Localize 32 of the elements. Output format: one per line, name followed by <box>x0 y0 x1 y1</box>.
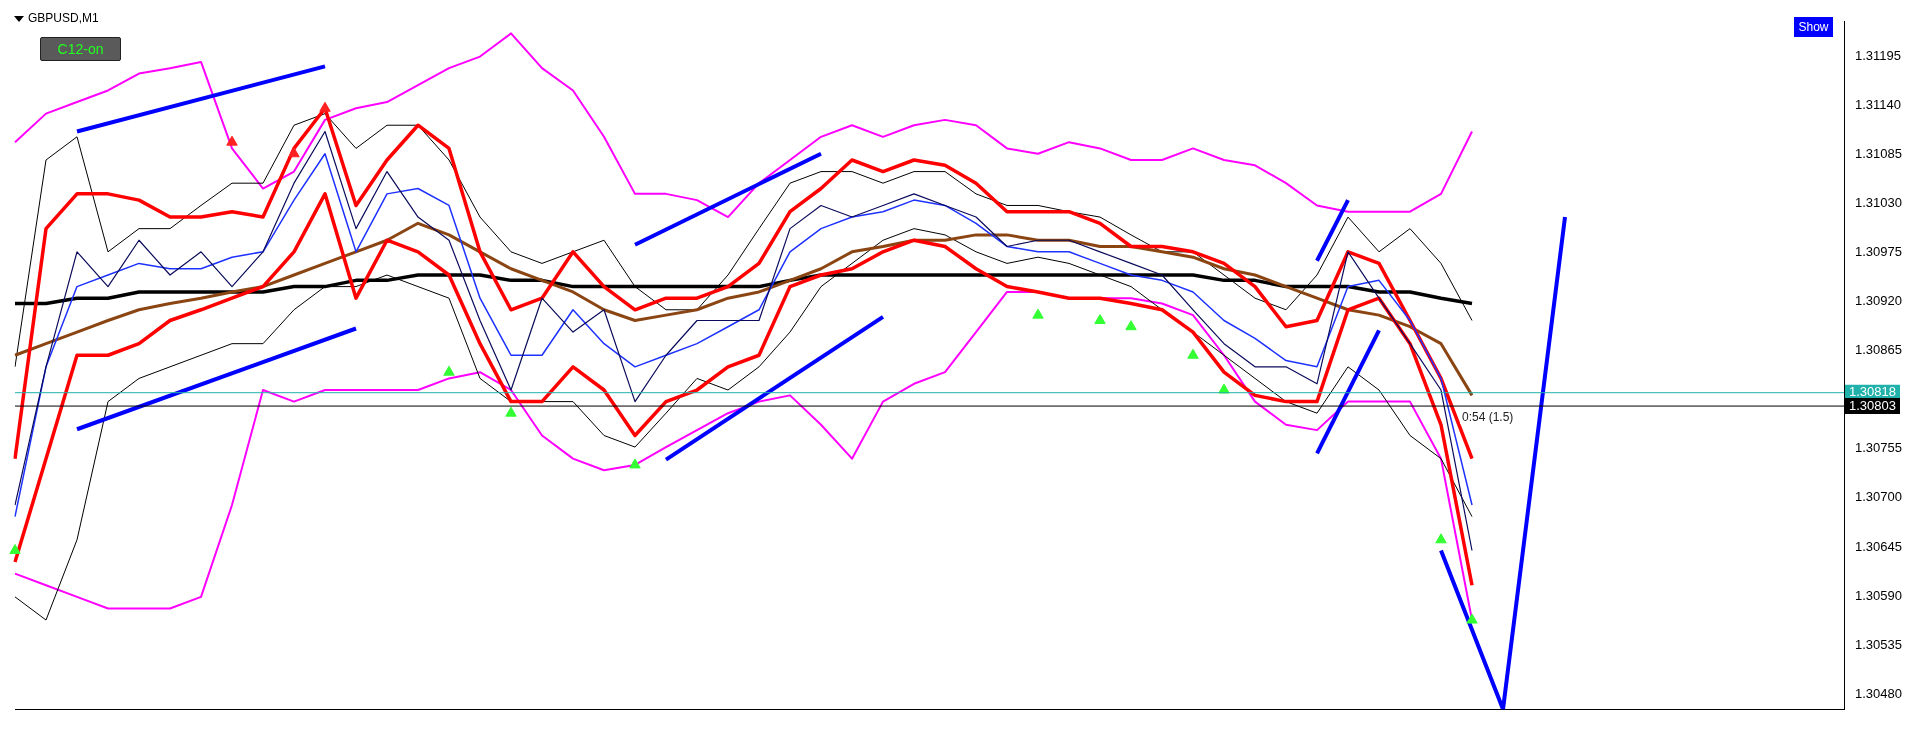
y-tick-label: 1.30535 <box>1855 636 1903 652</box>
point <box>443 365 455 376</box>
point <box>1094 313 1106 324</box>
annotation: C12-on <box>40 37 121 61</box>
ref-line-label: 1.30803 <box>1849 397 1897 413</box>
y-tick-label: 1.30920 <box>1855 293 1903 309</box>
y-tick-label: 1.31030 <box>1855 195 1903 211</box>
point <box>288 147 300 158</box>
chart-title: GBPUSD,M1 <box>28 11 99 25</box>
y-tick-label: 1.30590 <box>1855 587 1903 603</box>
point <box>1466 613 1478 624</box>
y-tick-label: 1.30865 <box>1855 342 1903 358</box>
y-tick-label: 1.30480 <box>1855 685 1903 701</box>
y-tick-label: 1.31140 <box>1855 97 1902 113</box>
annotation: 0:54 (1.5) <box>1460 410 1516 424</box>
y-tick-label: 1.30975 <box>1855 244 1903 260</box>
point <box>9 544 21 554</box>
y-tick-label: 1.30700 <box>1855 489 1903 505</box>
point <box>629 458 641 469</box>
point <box>319 101 331 112</box>
point <box>1032 308 1044 319</box>
point <box>505 406 517 417</box>
ref-line-label: 1.30818 <box>1849 384 1897 400</box>
point <box>1187 348 1199 359</box>
point <box>1125 320 1137 331</box>
y-tick-label: 1.31195 <box>1855 48 1902 64</box>
annotation: Show <box>1794 17 1833 37</box>
y-tick-label: 1.30645 <box>1855 538 1903 554</box>
y-tick-label: 1.30755 <box>1855 440 1903 456</box>
y-tick-label: 1.31085 <box>1855 146 1903 162</box>
point <box>1435 533 1447 544</box>
point <box>226 135 238 146</box>
